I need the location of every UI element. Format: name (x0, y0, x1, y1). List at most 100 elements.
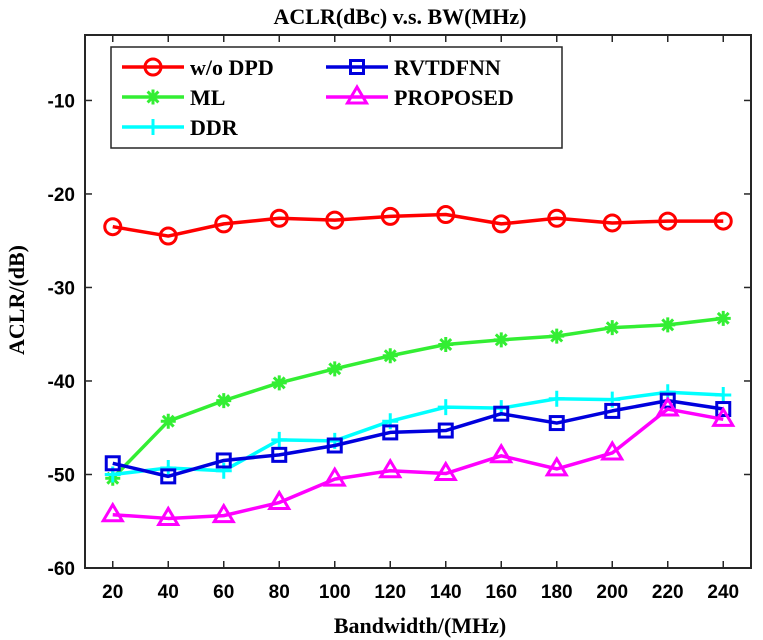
data-point (436, 205, 456, 225)
data-point (713, 211, 733, 231)
data-point (659, 392, 676, 409)
series-proposed (100, 396, 736, 526)
x-tick-label: 180 (541, 582, 573, 603)
data-point (326, 437, 343, 454)
data-point (549, 328, 565, 344)
legend: w/o DPD ML DDR RVTDFNN PROPOSED (110, 46, 563, 149)
x-tick-label: 100 (319, 582, 351, 603)
data-point (382, 348, 398, 364)
y-tick-label: -50 (48, 465, 75, 486)
x-tick-label: 80 (269, 582, 290, 603)
data-point (378, 457, 403, 479)
series-line (112, 407, 724, 521)
data-point (160, 413, 176, 429)
chart-title: ACLR(dBc) v.s. BW(MHz) (274, 4, 527, 29)
series-rvtdfnn (104, 392, 732, 485)
data-point (711, 406, 736, 427)
data-point (604, 402, 621, 419)
data-point (544, 455, 569, 477)
data-point (493, 405, 510, 422)
data-point (438, 337, 454, 353)
data-point (548, 390, 565, 407)
y-axis-label: ACLR/(dB) (4, 245, 29, 355)
x-tick-label: 140 (430, 582, 462, 603)
data-point (327, 361, 343, 377)
y-tick-label: -40 (48, 372, 75, 393)
x-tick-label: 240 (707, 582, 739, 603)
data-point (604, 320, 620, 336)
x-axis: 20 40 60 80 100 120 140 160 180 200 220 240 (102, 35, 739, 603)
data-point (271, 431, 288, 448)
legend-label: w/o DPD (190, 55, 274, 80)
legend-marker (344, 84, 370, 105)
x-tick-label: 40 (158, 582, 179, 603)
data-point (158, 226, 178, 246)
data-point (267, 489, 292, 511)
legend-marker (143, 57, 163, 77)
data-point (491, 214, 511, 234)
y-tick-label: -60 (48, 559, 75, 580)
data-point (600, 440, 625, 461)
data-point (660, 317, 676, 333)
y-tick-label: -20 (48, 185, 75, 206)
data-point (602, 213, 622, 233)
legend-item: ML (122, 85, 225, 110)
y-axis: -10 -20 -30 -40 -50 -60 (48, 91, 751, 580)
legend-label: PROPOSED (394, 85, 514, 110)
series-w-o-dpd (103, 205, 733, 246)
x-axis-label: Bandwidth/(MHz) (334, 613, 506, 638)
data-point (380, 206, 400, 226)
x-tick-label: 20 (102, 582, 123, 603)
legend-marker (349, 59, 365, 75)
legend-marker (145, 119, 161, 135)
legend-item: w/o DPD (122, 55, 274, 80)
data-point (271, 446, 288, 463)
data-point (437, 422, 454, 439)
x-tick-label: 60 (213, 582, 234, 603)
data-point (100, 501, 125, 523)
legend-marker (145, 89, 161, 105)
data-point (271, 375, 287, 391)
data-point (104, 455, 121, 472)
x-tick-label: 200 (596, 582, 628, 603)
data-point (269, 208, 289, 228)
data-point (216, 393, 232, 409)
series-ml (105, 310, 731, 486)
data-point (437, 399, 454, 416)
legend-item: DDR (122, 115, 239, 140)
data-point (715, 310, 731, 326)
series-line (112, 390, 724, 477)
data-point (215, 462, 232, 479)
data-point (433, 460, 458, 482)
y-tick-label: -10 (48, 91, 75, 112)
data-point (655, 396, 680, 417)
legend-label: RVTDFNN (394, 55, 501, 80)
data-point (658, 211, 678, 231)
x-tick-label: 220 (652, 582, 684, 603)
legend-label: DDR (190, 115, 239, 140)
legend-item: RVTDFNN (326, 55, 501, 80)
legend-label: ML (190, 85, 225, 110)
series-layer (100, 205, 736, 526)
series-line (112, 398, 724, 479)
data-point (160, 468, 177, 485)
x-tick-label: 120 (374, 582, 406, 603)
data-point (489, 442, 514, 464)
data-point (160, 459, 177, 476)
data-point (211, 502, 236, 524)
series-line (111, 316, 724, 480)
data-point (103, 217, 123, 237)
data-point (548, 415, 565, 432)
x-tick-label: 160 (485, 582, 517, 603)
data-point (382, 424, 399, 441)
legend-item: PROPOSED (326, 84, 514, 110)
data-point (322, 466, 347, 487)
data-point (715, 401, 732, 418)
data-point (493, 332, 509, 348)
data-point (156, 505, 181, 526)
data-point (325, 210, 345, 230)
data-point (547, 208, 567, 228)
data-point (715, 387, 732, 404)
y-tick-label: -30 (48, 278, 75, 299)
